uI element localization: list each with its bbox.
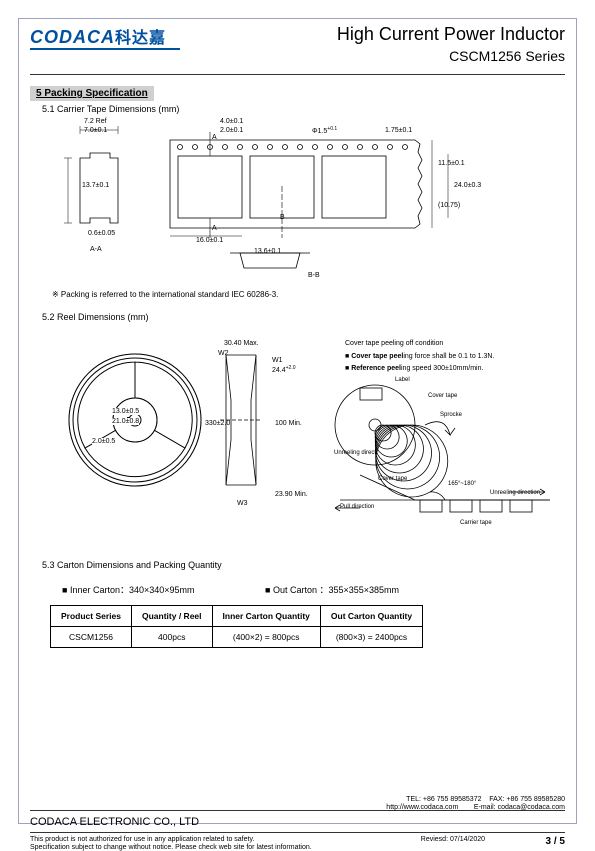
section-5-heading: 5 Packing Specification [30, 86, 154, 101]
reel-30-40: 30.40 Max. [224, 340, 259, 347]
logo-cn: 科达嘉 [115, 30, 166, 47]
logo-en: CODACA [30, 27, 115, 47]
reel-330: 330±2.0 [205, 420, 230, 427]
title-series: CSCM1256 Series [449, 48, 565, 64]
label-a-bot: A [212, 225, 217, 232]
dim-13-7: 13.7±0.1 [82, 182, 109, 189]
th-product: Product Series [51, 606, 132, 627]
dim-11-5: 11.5±0.1 [438, 160, 465, 167]
sub-5-1: 5.1 Carrier Tape Dimensions (mm) [42, 104, 179, 114]
label-aa: A-A [90, 246, 102, 253]
reel-w3: W3 [237, 500, 248, 507]
reel-21-0: 21.0±0.8 [112, 418, 139, 425]
note-iec: ※ Packing is referred to the internation… [52, 290, 278, 299]
label-bb: B-B [308, 272, 320, 279]
reel-13-0: 13.0±0.5 [112, 408, 139, 415]
dim-2-0: 2.0±0.1 [220, 127, 243, 134]
td-inner: (400×2) = 800pcs [212, 627, 320, 648]
dim-1-75: 1.75±0.1 [385, 127, 412, 134]
footer-note2: Specification subject to change without … [30, 844, 312, 851]
footer-tel: TEL: +86 755 89585372 FAX: +86 755 89585… [406, 796, 565, 803]
peel-cover2: Cover tape [378, 476, 407, 482]
peel-cover: Cover tape [428, 393, 457, 399]
reel-w1: W1 [272, 357, 283, 364]
th-qty-reel: Quantity / Reel [132, 606, 213, 627]
peel-carrier: Carrier tape [460, 520, 492, 526]
reel-24-4: 24.4+2.0 [272, 367, 296, 374]
td-outer: (800×3) = 2400pcs [320, 627, 422, 648]
dim-24-0: 24.0±0.3 [454, 182, 481, 189]
footer-company: CODACA ELECTRONIC CO., LTD [30, 816, 199, 828]
reel-w2: W2 [218, 350, 229, 357]
dim-7-2-ref: 7.2 Ref [84, 118, 107, 125]
peel-pull: Pull direction [340, 504, 374, 510]
th-inner: Inner Carton Quantity [212, 606, 320, 627]
logo-underline [30, 48, 180, 50]
dim-phi: Φ1.5+0.1 [312, 128, 337, 135]
out-carton: Out Carton ：355×355×385mm [265, 583, 399, 596]
th-outer: Out Carton Quantity [320, 606, 422, 627]
sub-5-3: 5.3 Carton Dimensions and Packing Quanti… [42, 560, 222, 570]
peel-unreel2: Unreeling direction [490, 490, 540, 496]
dim-4-0: 4.0±0.1 [220, 118, 243, 125]
peel-angle: 165°~180° [448, 481, 476, 487]
peel-title: Cover tape peeling off condition [345, 340, 443, 347]
title-main: High Current Power Inductor [337, 24, 565, 45]
table-header-row: Product Series Quantity / Reel Inner Car… [51, 606, 423, 627]
dim-10-75: (10.75) [438, 202, 460, 209]
page-header: CODACA科达嘉 High Current Power Inductor CS… [30, 24, 565, 74]
inner-carton: Inner Carton：340×340×95mm [62, 583, 195, 596]
dim-0-6: 0.6±0.05 [88, 230, 115, 237]
label-a-top: A [212, 134, 217, 141]
header-rule [30, 74, 565, 75]
dim-13-6: 13.6±0.1 [254, 248, 281, 255]
peel-unreel: Unreeling direct [334, 450, 376, 456]
footer-rule-bot [30, 832, 565, 833]
peel-cond1: ■ Cover tape peeling force shall be 0.1 … [345, 353, 494, 360]
reel-100: 100 Min. [275, 420, 302, 427]
table-row: CSCM1256 400pcs (400×2) = 800pcs (800×3)… [51, 627, 423, 648]
reel-23-90: 23.90 Min. [275, 491, 308, 498]
peel-sprocket: Sprocke [440, 412, 462, 418]
peel-cond2: ■ Reference peeling speed 300±10mm/min. [345, 365, 483, 372]
sub-5-2: 5.2 Reel Dimensions (mm) [42, 312, 149, 322]
packing-table: Product Series Quantity / Reel Inner Car… [50, 605, 423, 648]
td-qty: 400pcs [132, 627, 213, 648]
peel-label: Label [395, 377, 410, 383]
label-b: B [280, 214, 285, 221]
td-product: CSCM1256 [51, 627, 132, 648]
logo: CODACA科达嘉 [30, 24, 166, 48]
dim-7-0: 7.0±0.1 [84, 127, 107, 134]
footer-web: http://www.codaca.com E-mail: codaca@cod… [386, 804, 565, 811]
reel-2-0: 2.0±0.5 [92, 438, 115, 445]
dim-16-0: 16.0±0.1 [196, 237, 223, 244]
